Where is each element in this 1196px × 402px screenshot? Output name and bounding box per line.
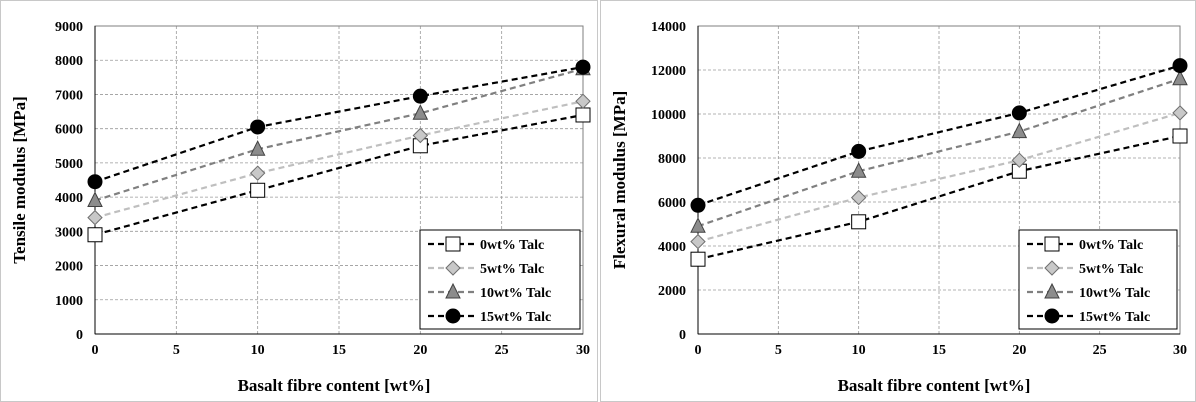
x-tick-label: 15: [332, 343, 346, 358]
data-point-0wt-talc: [690, 251, 706, 267]
data-point-5wt-talc: [575, 93, 591, 109]
data-point-10wt-talc: [249, 140, 266, 156]
series-line-5wt-talc: [94, 100, 584, 219]
x-tick-label: 10: [852, 343, 866, 358]
series-line-15wt-talc: [697, 64, 1181, 207]
legend-marker-5wt-talc: [445, 260, 461, 276]
data-point-15wt-talc: [250, 119, 266, 135]
legend-label-0wt-talc: 0wt% Talc: [480, 238, 544, 253]
y-tick-label: 8000: [658, 152, 686, 167]
data-point-15wt-talc: [87, 174, 103, 190]
data-point-10wt-talc: [1172, 69, 1188, 86]
x-tick-label: 0: [695, 343, 702, 358]
series-line-5wt-talc: [697, 111, 1181, 243]
data-point-15wt-talc: [851, 143, 867, 159]
data-point-5wt-talc: [1172, 105, 1188, 121]
legend-label-5wt-talc: 5wt% Talc: [1079, 262, 1143, 277]
y-axis-title: Tensile modulus [MPa]: [10, 96, 29, 264]
y-tick-label: 4000: [658, 240, 686, 255]
x-tick-label: 5: [775, 343, 782, 358]
x-tick-label: 20: [413, 343, 427, 358]
y-tick-label: 0: [76, 328, 83, 343]
flexural-modulus-chart-panel: 0 5 10 15 20 25 30 0 2000 4000 6000 8000 10000 12000 1…: [600, 0, 1196, 402]
data-point-10wt-talc: [87, 191, 103, 208]
data-point-5wt-talc: [690, 233, 706, 250]
data-point-5wt-talc: [850, 189, 867, 206]
x-axis-title: Basalt fibre content [wt%]: [838, 376, 1031, 395]
data-point-5wt-talc: [249, 165, 266, 181]
x-tick-label: 5: [173, 343, 180, 358]
series-line-10wt-talc: [697, 77, 1181, 228]
legend-marker-10wt-talc: [445, 282, 461, 299]
data-point-15wt-talc: [690, 197, 706, 213]
y-tick-label: 2000: [658, 284, 686, 299]
data-point-5wt-talc: [412, 127, 429, 144]
series-line-15wt-talc: [94, 65, 584, 183]
data-point-10wt-talc: [690, 217, 706, 233]
tensile-modulus-chart-panel: 0 5 10 15 20 25 30 0 1000 2000 3000 4000 5000 6000 700…: [0, 0, 598, 402]
x-axis-title: Basalt fibre content [wt%]: [238, 376, 431, 395]
data-point-5wt-talc: [1011, 152, 1028, 168]
data-point-0wt-talc: [851, 214, 867, 230]
tensile-modulus-chart: 0 5 10 15 20 25 30 0 1000 2000 3000 4000 5000 6000 700…: [10, 20, 591, 395]
y-tick-label: 7000: [55, 88, 83, 103]
x-tick-label: 25: [495, 343, 509, 358]
series-line-10wt-talc: [94, 67, 584, 202]
legend-marker-15wt-talc: [445, 308, 461, 324]
series-line-0wt-talc: [94, 113, 584, 236]
y-tick-label: 8000: [55, 54, 83, 69]
x-tick-label: 0: [92, 343, 99, 358]
y-tick-label: 3000: [55, 225, 83, 240]
legend-label-5wt-talc: 5wt% Talc: [480, 262, 544, 277]
series-line-0wt-talc: [697, 134, 1181, 261]
data-point-15wt-talc: [1011, 105, 1027, 121]
x-tick-label: 30: [1173, 343, 1187, 358]
legend-marker-0wt-talc: [445, 236, 461, 252]
legend-label-15wt-talc: 15wt% Talc: [1079, 310, 1150, 325]
data-point-0wt-talc: [250, 182, 266, 198]
data-point-15wt-talc: [575, 59, 591, 75]
legend-marker-15wt-talc: [1044, 308, 1060, 324]
flexural-modulus-chart: 0 5 10 15 20 25 30 0 2000 4000 6000 8000 10000 12000 1…: [610, 20, 1188, 395]
y-tick-label: 6000: [55, 123, 83, 138]
x-tick-label: 10: [251, 343, 265, 358]
x-tick-label: 30: [576, 343, 590, 358]
y-tick-label: 9000: [55, 20, 83, 35]
y-tick-label: 12000: [651, 64, 686, 79]
legend-label-0wt-talc: 0wt% Talc: [1079, 238, 1143, 253]
data-point-15wt-talc: [1172, 58, 1188, 74]
legend-label-10wt-talc: 10wt% Talc: [480, 286, 551, 301]
legend-label-15wt-talc: 15wt% Talc: [480, 310, 551, 325]
y-tick-label: 2000: [55, 260, 83, 275]
y-axis-title: Flexural modulus [MPa]: [610, 91, 629, 270]
legend-marker-10wt-talc: [1044, 282, 1060, 299]
x-tick-label: 25: [1093, 343, 1107, 358]
y-tick-label: 4000: [55, 191, 83, 206]
y-tick-label: 5000: [55, 157, 83, 172]
data-point-10wt-talc: [850, 162, 867, 178]
y-tick-label: 14000: [651, 20, 686, 35]
y-tick-label: 10000: [651, 108, 686, 123]
x-tick-label: 20: [1012, 343, 1026, 358]
data-point-0wt-talc: [575, 107, 591, 123]
y-tick-label: 1000: [55, 294, 83, 309]
y-tick-label: 0: [679, 328, 686, 343]
legend-marker-0wt-talc: [1044, 236, 1060, 252]
legend-marker-5wt-talc: [1044, 260, 1060, 276]
legend-label-10wt-talc: 10wt% Talc: [1079, 286, 1150, 301]
data-point-10wt-talc: [412, 104, 429, 120]
data-point-5wt-talc: [87, 209, 103, 226]
y-tick-label: 6000: [658, 196, 686, 211]
data-point-10wt-talc: [1011, 122, 1028, 139]
data-point-0wt-talc: [1172, 128, 1188, 144]
x-tick-label: 15: [932, 343, 946, 358]
data-point-15wt-talc: [412, 88, 428, 104]
data-point-0wt-talc: [87, 227, 103, 243]
